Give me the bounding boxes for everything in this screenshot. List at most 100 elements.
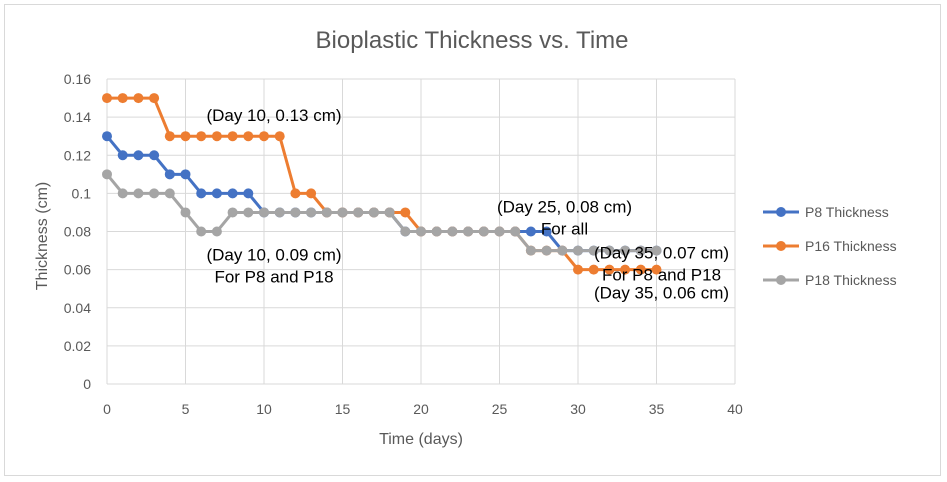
legend-swatch-marker [776,241,786,251]
data-point [259,131,269,142]
data-point [274,131,285,142]
data-point [102,131,112,142]
x-axis-ticks: 0 5 10 15 20 25 30 35 40 [103,401,743,417]
data-point [400,226,411,237]
data-point [510,226,521,237]
data-point [525,245,536,256]
x-tick-label: 0 [103,401,111,417]
data-point [573,264,583,275]
data-point [478,226,489,237]
data-point [620,245,631,256]
series-3 [102,169,662,256]
annotation-line: (Day 35, 0.07 cm) [594,244,729,263]
data-point [180,169,191,180]
y-tick-label: 0.08 [64,224,91,240]
data-point [463,226,474,237]
data-point [149,93,160,104]
data-point [557,245,568,256]
chart-title: Bioplastic Thickness vs. Time [316,27,629,54]
legend-swatch-marker [776,207,786,217]
data-point [635,245,646,256]
x-tick-label: 25 [492,401,508,417]
data-point [620,264,631,275]
data-point [102,93,112,104]
data-point [337,207,348,218]
legend-item: P18 Thickness [763,272,897,288]
data-point [211,226,222,237]
data-point [541,245,552,256]
annotation-line: For P8 and P18 [214,267,333,286]
data-point [321,207,332,218]
data-point [196,226,207,237]
annotation-line: (Day 10, 0.13 cm) [206,106,341,125]
data-point [384,207,395,218]
y-axis-label: Thickness (cm) [34,182,51,290]
data-point [525,226,536,237]
y-tick-label: 0.12 [64,147,91,163]
x-tick-label: 5 [182,401,190,417]
data-point [494,226,505,237]
data-point [227,207,238,218]
data-point [400,207,411,218]
data-point [196,188,207,199]
data-point [133,93,144,104]
data-point [243,131,254,142]
legend-item: P16 Thickness [763,238,897,254]
data-point [117,188,128,199]
data-point [149,188,160,199]
legend-label: P8 Thickness [805,204,889,220]
data-point [431,226,442,237]
x-axis-label: Time (days) [379,431,463,448]
data-point [635,264,646,275]
y-tick-label: 0.02 [64,338,91,354]
data-point [651,264,662,275]
annotations: (Day 10, 0.13 cm) (Day 10, 0.09 cm) For P8… [206,106,729,302]
chart-area [4,4,941,476]
gridlines [106,78,736,385]
y-axis-ticks: 0 0.02 0.04 0.06 0.08 0.1 0.12 0.14 0.16 [64,71,91,392]
data-point [133,150,144,161]
data-point [180,207,191,218]
data-point [290,207,301,218]
annotation-label: (Day 10, 0.09 cm) For P8 and P18 [206,245,341,286]
data-point [196,131,207,142]
y-tick-label: 0.1 [72,185,92,201]
legend-label: P18 Thickness [805,272,897,288]
data-point [117,93,128,104]
data-point [588,245,599,256]
data-point [243,188,254,199]
annotation-line: (Day 35, 0.06 cm) [594,284,729,303]
data-point [353,207,364,218]
data-point [180,131,191,142]
annotation-line: (Day 25, 0.08 cm) [497,198,632,217]
data-point [651,245,662,256]
data-point [588,264,599,275]
data-point [573,245,583,256]
annotation-label: (Day 10, 0.13 cm) [206,106,341,125]
x-tick-label: 30 [570,401,586,417]
data-point [368,207,379,218]
y-tick-label: 0.04 [64,300,91,316]
data-point [259,207,269,218]
data-point [274,207,285,218]
data-point [541,226,552,237]
data-series [102,93,662,275]
y-tick-label: 0.06 [64,262,91,278]
annotation-line: For all [541,220,588,239]
x-tick-label: 15 [335,401,351,417]
data-point [604,245,615,256]
data-point [211,188,222,199]
legend-item: P8 Thickness [763,204,889,220]
x-tick-label: 10 [256,401,272,417]
x-tick-label: 20 [413,401,429,417]
annotation-label: (Day 25, 0.08 cm) For all [497,198,632,239]
data-point [211,131,222,142]
data-point [164,188,175,199]
data-point [164,131,175,142]
annotation-label: (Day 35, 0.06 cm) [594,284,729,303]
data-point [306,207,317,218]
data-point [227,131,238,142]
annotation-label: (Day 35, 0.07 cm) For P8 and P18 [594,244,729,285]
y-tick-label: 0.16 [64,71,91,87]
